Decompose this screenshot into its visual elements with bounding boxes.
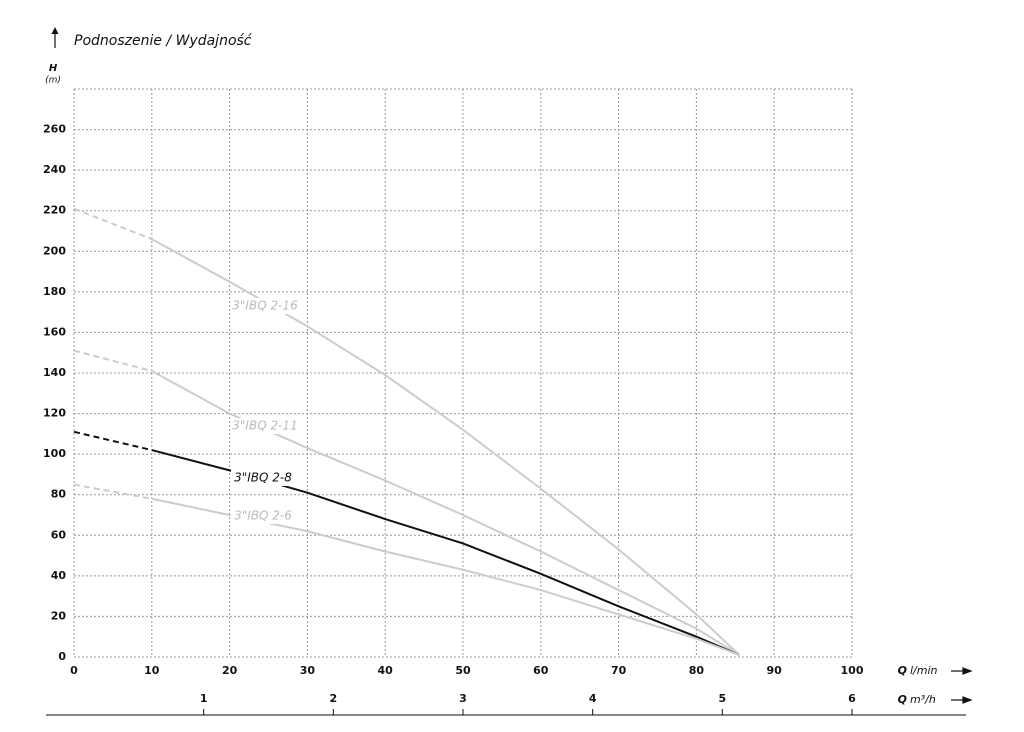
- curve-label-bg: [231, 508, 295, 524]
- x-tick-label: 20: [222, 664, 238, 677]
- y-tick-label: 0: [58, 650, 66, 663]
- y-tick-label: 140: [43, 366, 66, 379]
- y-tick-label: 240: [43, 163, 66, 176]
- curve-label: 3"IBQ 2-6: [234, 509, 292, 523]
- y-tick-label: 80: [51, 488, 67, 501]
- x2-tick-label: 2: [330, 692, 338, 705]
- curve-label: 3"IBQ 2-8: [234, 471, 292, 485]
- chart-title: Podnoszenie / Wydajność: [74, 33, 253, 49]
- x-tick-label: 70: [611, 664, 627, 677]
- y-tick-label: 20: [51, 609, 67, 622]
- y-tick-label: 200: [43, 244, 66, 257]
- curve-label: 3"IBQ 2-16: [232, 299, 298, 313]
- y-tick-label: 40: [51, 569, 67, 582]
- up-arrow-head: [51, 27, 59, 34]
- curve: [73, 430, 153, 452]
- y-tick-label: 260: [43, 123, 66, 136]
- y-tick-label: 60: [51, 528, 67, 541]
- y-tick-label: 160: [43, 325, 66, 338]
- x-tick-label: 0: [70, 664, 78, 677]
- y-axis-unit: (m): [45, 76, 61, 86]
- x-arrows: [951, 667, 973, 704]
- x2-tick-label: 3: [459, 692, 467, 705]
- x-axis-unit: l/min: [910, 664, 938, 677]
- x2-tick-label: 1: [200, 692, 208, 705]
- x-tick-label: 40: [378, 664, 394, 677]
- curve: [151, 238, 740, 656]
- x-tick-label: 50: [455, 664, 471, 677]
- curve-label: 3"IBQ 2-11: [232, 419, 297, 433]
- curve: [73, 349, 153, 372]
- y-axis-symbol: H: [49, 63, 58, 74]
- x-tick-label: 60: [533, 664, 549, 677]
- x2-tick-label: 5: [719, 692, 727, 705]
- curve: [73, 207, 153, 241]
- x-tick-label: 90: [767, 664, 783, 677]
- x2-axis-symbol: Q: [898, 693, 907, 706]
- x-tick-label: 80: [689, 664, 705, 677]
- x2-axis-unit: m³/h: [910, 693, 936, 706]
- x-tick-label: 30: [300, 664, 316, 677]
- curve-label-bg: [231, 470, 295, 486]
- y-tick-label: 100: [43, 447, 66, 460]
- y-tick-label: 180: [43, 285, 66, 298]
- curve-label-bg: [233, 418, 297, 434]
- y-tick-label: 220: [43, 204, 66, 217]
- y-tick-label: 120: [43, 407, 66, 420]
- x-tick-label: 10: [144, 664, 160, 677]
- x-tick-label: 100: [841, 664, 864, 677]
- x-axis-symbol: Q: [898, 664, 907, 677]
- curve: [73, 483, 152, 500]
- x2-tick-label: 6: [848, 692, 856, 705]
- x2-tick-label: 4: [589, 692, 597, 705]
- curve-label-bg: [233, 298, 297, 314]
